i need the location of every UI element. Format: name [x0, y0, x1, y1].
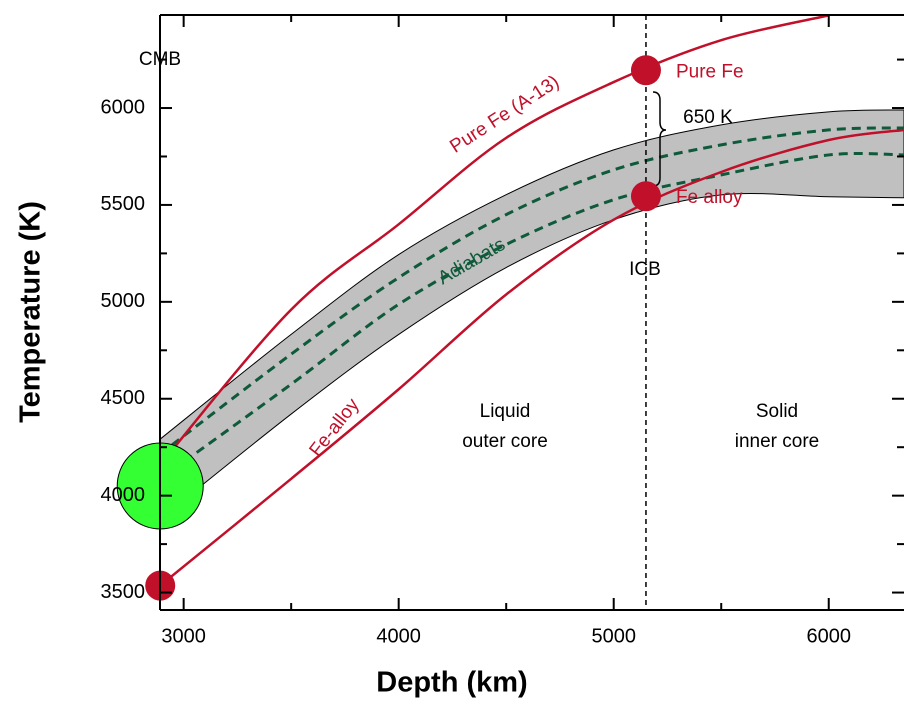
series-label: Fe-alloy	[306, 394, 364, 461]
gap-label: 650 K	[683, 107, 733, 128]
icb-label: ICB	[629, 259, 661, 280]
x-tick-label: 6000	[806, 625, 851, 647]
x-tick-label: 5000	[591, 625, 636, 647]
x-tick-label: 3000	[161, 625, 206, 647]
x-axis-title: Depth (km)	[376, 667, 527, 699]
y-axis-title: Temperature (K)	[15, 201, 47, 423]
brace	[652, 91, 667, 187]
y-tick-label: 5500	[101, 193, 146, 215]
region-label: Solid	[756, 401, 798, 422]
point-label: Fe alloy	[676, 187, 743, 208]
point-marker	[630, 55, 661, 86]
region-label: Liquid	[480, 401, 531, 422]
y-tick-label: 4000	[101, 484, 146, 506]
series-line	[160, 128, 904, 587]
y-tick-label: 4500	[101, 387, 146, 409]
plot-area	[160, 15, 904, 610]
adiabat-line	[160, 151, 904, 481]
y-tick-label: 3500	[101, 581, 146, 603]
uncertainty-band	[160, 109, 904, 520]
region-label: outer core	[462, 431, 548, 452]
adiabat-line	[160, 126, 904, 456]
y-tick-label: 6000	[101, 96, 146, 118]
point-marker	[630, 181, 661, 212]
series-line	[160, 15, 830, 466]
region-label: inner core	[735, 431, 820, 452]
x-tick-label: 4000	[376, 625, 421, 647]
y-tick-label: 5000	[101, 290, 146, 312]
point-label: Pure Fe	[676, 61, 744, 82]
